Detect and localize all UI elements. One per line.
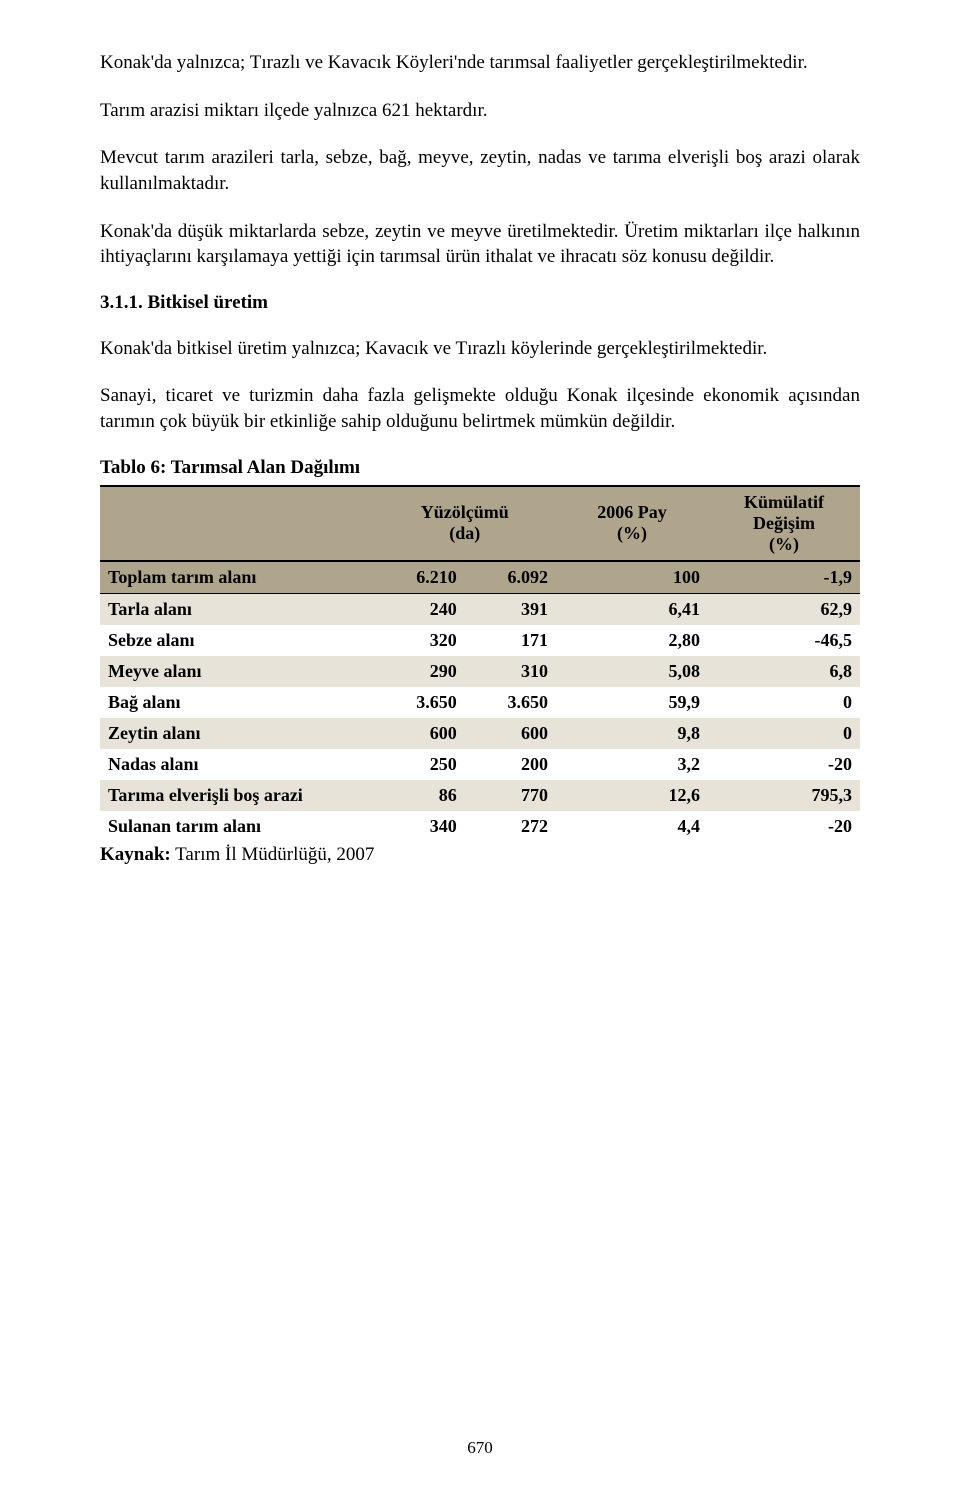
table-row: Sulanan tarım alanı3402724,4-20 xyxy=(100,811,860,842)
cell-label: Tarıma elverişli boş arazi xyxy=(100,780,374,811)
cell-v1: 240 xyxy=(374,593,465,625)
cell-label: Sebze alanı xyxy=(100,625,374,656)
table-title: Tablo 6: Tarımsal Alan Dağılımı xyxy=(100,457,860,479)
cell-kum: 0 xyxy=(708,687,860,718)
cell-v1: 340 xyxy=(374,811,465,842)
cell-v2: 6.092 xyxy=(465,561,556,594)
col-header-empty xyxy=(100,486,374,561)
paragraph-5: Konak'da bitkisel üretim yalnızca; Kavac… xyxy=(100,336,860,362)
col-header-pay-line2: (%) xyxy=(617,523,647,543)
page-number: 670 xyxy=(0,1438,960,1458)
table-row: Toplam tarım alanı6.2106.092100-1,9 xyxy=(100,561,860,594)
cell-v2: 272 xyxy=(465,811,556,842)
cell-pay: 3,2 xyxy=(556,749,708,780)
cell-kum: -20 xyxy=(708,749,860,780)
table-source: Kaynak: Tarım İl Müdürlüğü, 2007 xyxy=(100,844,860,866)
col-header-pay-line1: 2006 Pay xyxy=(597,502,667,522)
table-row: Nadas alanı2502003,2-20 xyxy=(100,749,860,780)
col-header-kum-line2: Değişim xyxy=(753,513,815,533)
agri-table: Yüzölçümü (da) 2006 Pay (%) Kümülatif De… xyxy=(100,485,860,842)
table-row: Tarla alanı2403916,4162,9 xyxy=(100,593,860,625)
cell-v2: 600 xyxy=(465,718,556,749)
cell-pay: 5,08 xyxy=(556,656,708,687)
cell-label: Sulanan tarım alanı xyxy=(100,811,374,842)
table-row: Tarıma elverişli boş arazi8677012,6795,3 xyxy=(100,780,860,811)
paragraph-6: Sanayi, ticaret ve turizmin daha fazla g… xyxy=(100,383,860,434)
cell-v1: 600 xyxy=(374,718,465,749)
cell-pay: 2,80 xyxy=(556,625,708,656)
col-header-kum-line3: (%) xyxy=(769,534,799,554)
col-header-kum-line1: Kümülatif xyxy=(744,492,824,512)
col-header-yuz-line1: Yüzölçümü xyxy=(421,502,509,522)
document-page: Konak'da yalnızca; Tırazlı ve Kavacık Kö… xyxy=(0,0,960,1486)
cell-label: Bağ alanı xyxy=(100,687,374,718)
table-row: Sebze alanı3201712,80-46,5 xyxy=(100,625,860,656)
paragraph-1: Konak'da yalnızca; Tırazlı ve Kavacık Kö… xyxy=(100,50,860,76)
cell-v2: 310 xyxy=(465,656,556,687)
cell-pay: 6,41 xyxy=(556,593,708,625)
col-header-yuzolcumu: Yüzölçümü (da) xyxy=(374,486,556,561)
cell-v1: 3.650 xyxy=(374,687,465,718)
cell-label: Tarla alanı xyxy=(100,593,374,625)
table-row: Meyve alanı2903105,086,8 xyxy=(100,656,860,687)
cell-v2: 200 xyxy=(465,749,556,780)
cell-kum: 0 xyxy=(708,718,860,749)
cell-label: Nadas alanı xyxy=(100,749,374,780)
table-body: Toplam tarım alanı6.2106.092100-1,9Tarla… xyxy=(100,561,860,842)
cell-pay: 59,9 xyxy=(556,687,708,718)
cell-pay: 4,4 xyxy=(556,811,708,842)
cell-v1: 290 xyxy=(374,656,465,687)
cell-kum: -1,9 xyxy=(708,561,860,594)
col-header-yuz-line2: (da) xyxy=(449,523,480,543)
cell-label: Meyve alanı xyxy=(100,656,374,687)
cell-v1: 250 xyxy=(374,749,465,780)
cell-pay: 100 xyxy=(556,561,708,594)
cell-kum: 795,3 xyxy=(708,780,860,811)
cell-pay: 12,6 xyxy=(556,780,708,811)
paragraph-3: Mevcut tarım arazileri tarla, sebze, bağ… xyxy=(100,145,860,196)
cell-v2: 3.650 xyxy=(465,687,556,718)
paragraph-2: Tarım arazisi miktarı ilçede yalnızca 62… xyxy=(100,98,860,124)
cell-kum: 62,9 xyxy=(708,593,860,625)
section-heading: 3.1.1. Bitkisel üretim xyxy=(100,292,860,314)
cell-kum: 6,8 xyxy=(708,656,860,687)
source-label: Kaynak: xyxy=(100,844,171,865)
table-header-row: Yüzölçümü (da) 2006 Pay (%) Kümülatif De… xyxy=(100,486,860,561)
cell-label: Toplam tarım alanı xyxy=(100,561,374,594)
cell-v2: 770 xyxy=(465,780,556,811)
paragraph-4: Konak'da düşük miktarlarda sebze, zeytin… xyxy=(100,219,860,270)
cell-pay: 9,8 xyxy=(556,718,708,749)
cell-v2: 391 xyxy=(465,593,556,625)
cell-v1: 86 xyxy=(374,780,465,811)
source-value: Tarım İl Müdürlüğü, 2007 xyxy=(171,844,375,865)
col-header-pay: 2006 Pay (%) xyxy=(556,486,708,561)
cell-kum: -46,5 xyxy=(708,625,860,656)
cell-kum: -20 xyxy=(708,811,860,842)
table-row: Bağ alanı3.6503.65059,90 xyxy=(100,687,860,718)
cell-v1: 320 xyxy=(374,625,465,656)
cell-v1: 6.210 xyxy=(374,561,465,594)
table-row: Zeytin alanı6006009,80 xyxy=(100,718,860,749)
cell-label: Zeytin alanı xyxy=(100,718,374,749)
col-header-kum: Kümülatif Değişim (%) xyxy=(708,486,860,561)
cell-v2: 171 xyxy=(465,625,556,656)
